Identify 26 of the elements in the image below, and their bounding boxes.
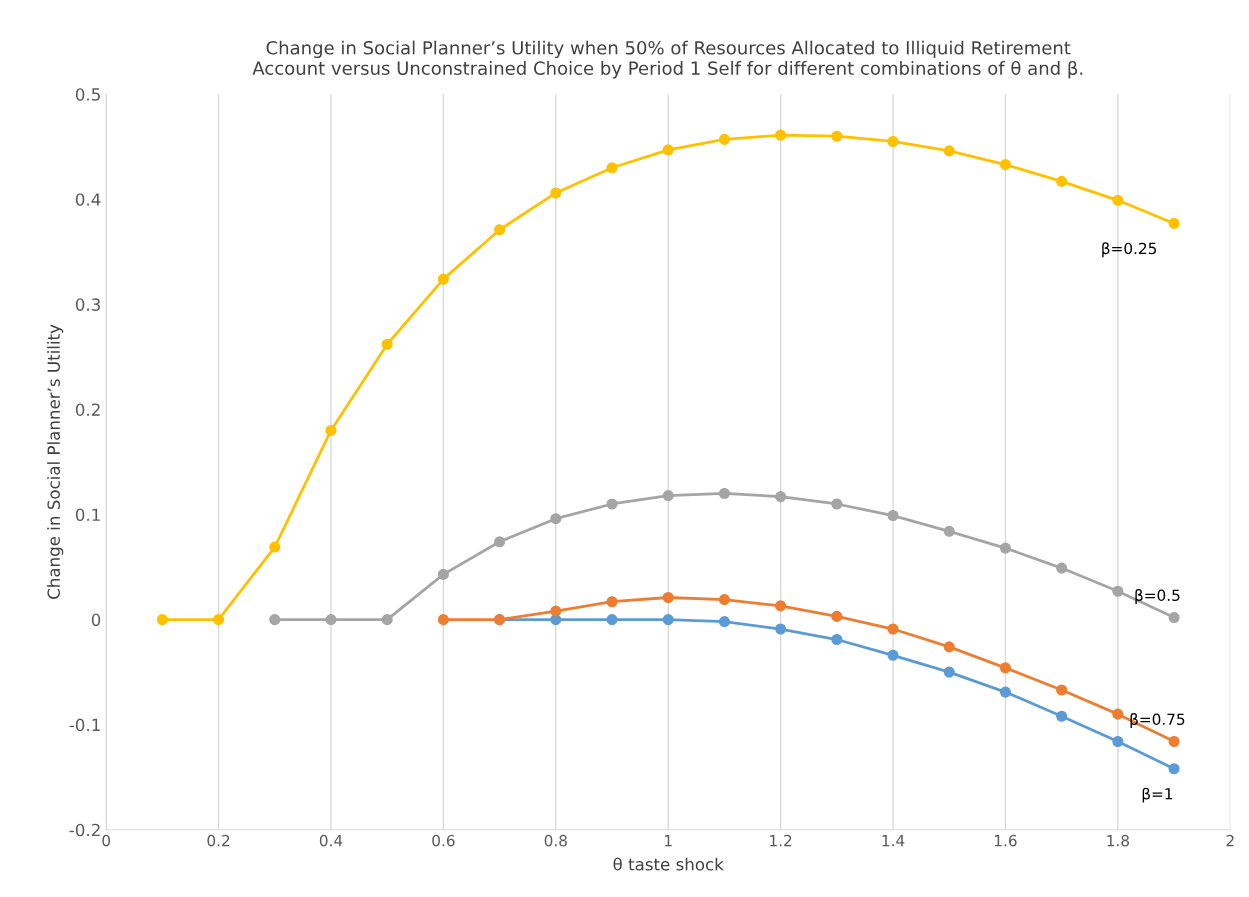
x-tick-label: 0.4 xyxy=(319,834,343,847)
x-axis-title: θ taste shock xyxy=(613,857,724,871)
x-tick-label: 0.8 xyxy=(544,834,567,847)
series-label: β=1 xyxy=(1142,787,1173,803)
x-tick-label: 0.6 xyxy=(432,834,455,847)
y-tick-label: -0.2 xyxy=(69,823,100,837)
y-tick-label: 0.5 xyxy=(75,88,100,101)
x-tick-label: 2 xyxy=(1226,834,1234,847)
x-tick-label: 0.2 xyxy=(207,834,230,847)
x-tick-label: 1.4 xyxy=(882,835,905,847)
y-tick-label: 0.1 xyxy=(75,508,100,522)
x-tick-label: 1 xyxy=(665,835,672,847)
chart-title: Change in Social Planner’s Utility when 50% of Resources Allocated to Illiquid Retirement Account versus Unconstrained Choice by Period 1 Self for different combinations of θ and β. xyxy=(252,40,1083,79)
x-tick-label: 0 xyxy=(102,834,111,847)
series-label: β=0.25 xyxy=(1102,242,1157,258)
x-tick-label: 1.2 xyxy=(770,834,792,847)
series-label: β=0.75 xyxy=(1130,713,1185,728)
y-tick-label: -0.1 xyxy=(69,718,100,732)
x-tick-label: 1.8 xyxy=(1107,834,1129,847)
y-tick-label: 0.2 xyxy=(75,403,100,416)
y-tick-label: 0.3 xyxy=(75,298,100,311)
y-axis-title: Change in Social Planner’s Utility xyxy=(47,324,64,599)
series-label: β=0.5 xyxy=(1135,589,1180,604)
y-tick-label: 0 xyxy=(91,613,101,627)
y-tick-label: 0.4 xyxy=(75,193,101,206)
x-tick-label: 1.6 xyxy=(994,834,1017,847)
